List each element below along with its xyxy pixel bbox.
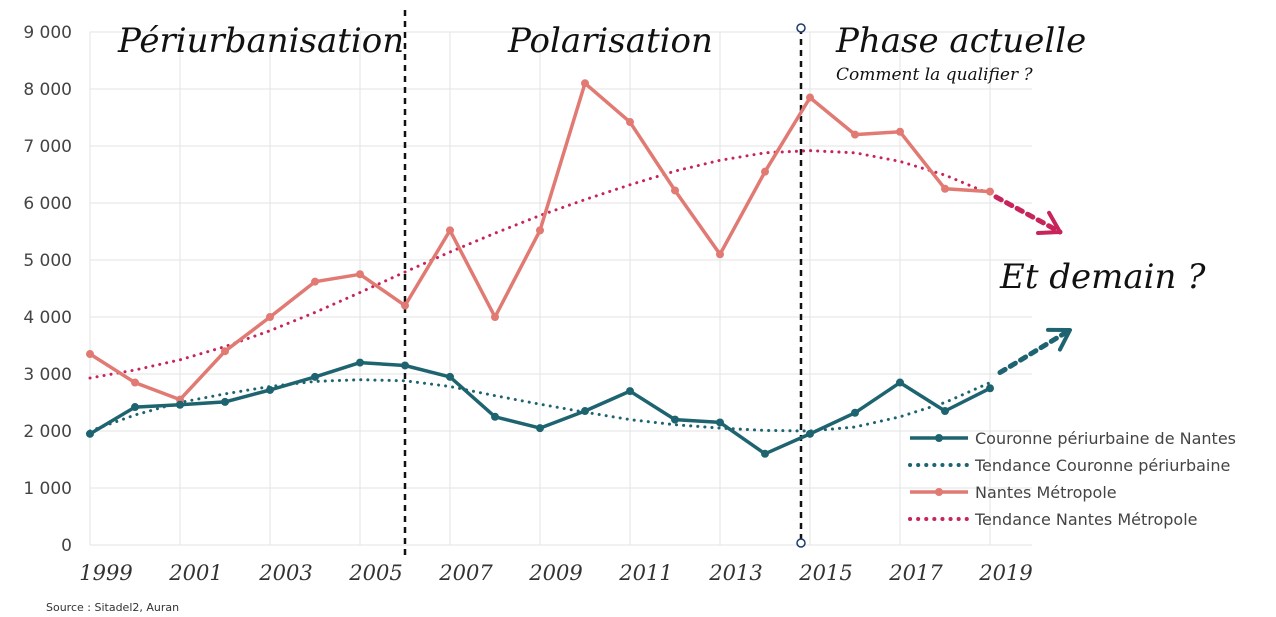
phase-subtitle-actuelle: Comment la qualifier ?	[836, 65, 1033, 85]
phase-title-actuelle: Phase actuelle	[835, 21, 1086, 61]
legend-label-couronne: Couronne périurbaine de Nantes	[975, 429, 1236, 448]
x-tick-label: 2013	[708, 561, 762, 585]
y-tick-label: 3 000	[23, 365, 72, 385]
phase-title-periurbanisation: Périurbanisation	[117, 21, 404, 61]
y-tick-label: 8 000	[23, 80, 72, 100]
data-point-nantes-metropole	[536, 226, 544, 235]
series-line-tendance-couronne-periurbaine	[88, 378, 992, 433]
arrow-tendance-metropole-shaft	[993, 194, 1063, 235]
x-tick-label: 2003	[258, 561, 312, 585]
data-point-nantes-metropole	[311, 277, 319, 286]
data-point-nantes-metropole	[221, 347, 229, 356]
x-axis: 1999 2001 2003 2005 2007 2009 2011 2013 2015 2017…	[79, 561, 1032, 585]
x-tick-label: 2015	[798, 561, 852, 585]
data-point-couronne-periurbaine-de-nantes	[536, 424, 544, 433]
data-point-couronne-periurbaine-de-nantes	[131, 403, 139, 412]
phase-dividers	[403, 10, 806, 560]
legend-label-tendance-metropole: Tendance Nantes Métropole	[974, 510, 1198, 529]
y-tick-label: 5 000	[23, 251, 72, 271]
data-point-couronne-periurbaine-de-nantes	[626, 387, 634, 396]
phase-divider-cap	[796, 538, 806, 548]
data-point-couronne-periurbaine-de-nantes	[356, 358, 364, 367]
grid-layer	[89, 31, 1032, 546]
x-tick-label: 2009	[528, 561, 582, 585]
y-tick-label: 7 000	[23, 137, 72, 157]
data-point-nantes-metropole	[761, 167, 769, 176]
x-tick-label: 2011	[618, 561, 672, 585]
data-point-nantes-metropole	[671, 186, 679, 195]
series-line-tendance-nantes-metropole	[88, 149, 992, 380]
data-point-couronne-periurbaine-de-nantes	[986, 384, 994, 393]
y-axis: 0 1 000 2 000 3 000 4 000 5 000 6 000 7 000 8 00…	[23, 23, 72, 556]
source-note: Source : Sitadel2, Auran	[46, 601, 179, 614]
x-tick-label: 2007	[438, 561, 493, 585]
x-tick-label: 2017	[888, 561, 943, 585]
data-point-couronne-periurbaine-de-nantes	[806, 429, 814, 438]
data-point-nantes-metropole	[941, 184, 949, 193]
data-point-couronne-periurbaine-de-nantes	[581, 407, 589, 416]
data-point-nantes-metropole	[446, 226, 454, 235]
x-tick-label: 2019	[978, 561, 1032, 585]
x-tick-label: 1999	[79, 561, 132, 585]
data-point-couronne-periurbaine-de-nantes	[491, 412, 499, 421]
data-point-nantes-metropole	[131, 378, 139, 387]
data-point-couronne-periurbaine-de-nantes	[761, 449, 769, 458]
phase-title-polarisation: Polarisation	[507, 21, 713, 61]
data-point-nantes-metropole	[581, 79, 589, 88]
arrow-tendance-couronne-shaft	[997, 327, 1073, 376]
data-point-nantes-metropole	[356, 270, 364, 279]
legend-marker-metropole	[935, 488, 943, 496]
data-point-nantes-metropole	[86, 350, 94, 359]
data-point-couronne-periurbaine-de-nantes	[671, 415, 679, 424]
y-tick-label: 2 000	[23, 422, 72, 442]
x-tick-label: 2001	[168, 561, 222, 585]
data-point-couronne-periurbaine-de-nantes	[86, 429, 94, 438]
data-point-nantes-metropole	[851, 130, 859, 139]
y-tick-label: 4 000	[23, 308, 72, 328]
data-point-nantes-metropole	[716, 250, 724, 259]
data-point-couronne-periurbaine-de-nantes	[266, 385, 274, 394]
y-tick-label: 0	[61, 536, 72, 556]
trend-arrows	[993, 194, 1073, 376]
legend-label-metropole: Nantes Métropole	[975, 483, 1117, 502]
data-point-nantes-metropole	[806, 93, 814, 102]
data-point-nantes-metropole	[401, 301, 409, 310]
data-point-nantes-metropole	[896, 127, 904, 136]
data-point-couronne-periurbaine-de-nantes	[716, 418, 724, 427]
phase-divider-cap	[796, 23, 806, 33]
data-point-couronne-periurbaine-de-nantes	[221, 397, 229, 406]
data-point-couronne-periurbaine-de-nantes	[851, 408, 859, 417]
legend-marker-couronne	[935, 434, 943, 442]
arrow-tendance-metropole-head	[1036, 210, 1062, 236]
data-point-couronne-periurbaine-de-nantes	[446, 372, 454, 381]
data-point-nantes-metropole	[626, 118, 634, 127]
x-tick-label: 2005	[348, 561, 402, 585]
series-layer	[86, 79, 994, 458]
data-point-couronne-periurbaine-de-nantes	[941, 407, 949, 416]
future-annotation: Et demain ?	[999, 257, 1206, 297]
data-point-nantes-metropole	[491, 313, 499, 321]
legend-label-tendance-couronne: Tendance Couronne périurbaine	[974, 456, 1230, 475]
y-tick-label: 1 000	[23, 479, 72, 499]
data-point-couronne-periurbaine-de-nantes	[176, 400, 184, 409]
y-tick-label: 6 000	[23, 194, 72, 214]
data-point-couronne-periurbaine-de-nantes	[311, 372, 319, 381]
data-point-couronne-periurbaine-de-nantes	[896, 378, 904, 387]
legend: Couronne périurbaine de Nantes Tendance …	[908, 429, 1236, 529]
data-point-couronne-periurbaine-de-nantes	[401, 361, 409, 370]
y-tick-label: 9 000	[23, 23, 72, 43]
arrow-tendance-couronne-head	[1046, 327, 1072, 352]
data-point-nantes-metropole	[266, 313, 274, 321]
data-point-nantes-metropole	[986, 187, 994, 196]
